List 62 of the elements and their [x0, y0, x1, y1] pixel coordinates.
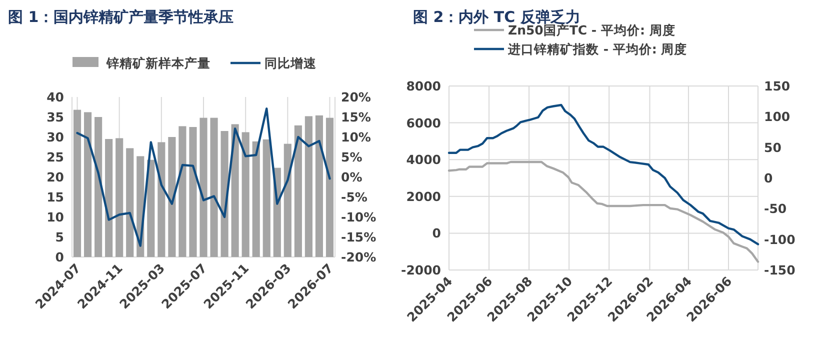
bar: [200, 118, 208, 257]
line-series: [448, 104, 760, 246]
bar: [116, 138, 124, 257]
y2-tick-label: 100: [764, 109, 790, 124]
y-tick-label: 4000: [406, 152, 442, 168]
y-tick-label: 8000: [406, 78, 442, 94]
y2-tick-label: -50: [764, 201, 787, 216]
y2-tick-label: 0%: [341, 170, 363, 184]
bar: [158, 142, 166, 257]
y2-tick-label: 150: [764, 78, 790, 94]
y2-tick-label: -100: [764, 232, 796, 247]
y-tick-label: 0: [55, 250, 64, 264]
bar: [168, 137, 176, 257]
bar: [231, 124, 239, 257]
bar: [294, 125, 302, 257]
y2-tick-label: 50: [764, 140, 782, 155]
bar: [210, 118, 218, 257]
y2-tick-label: 0: [764, 170, 773, 186]
y-tick-label: 25: [46, 150, 64, 164]
bar: [284, 144, 292, 257]
y2-tick-label: -10%: [341, 210, 377, 224]
chart-title: 图 2：内外 TC 反弹乏力: [413, 8, 580, 26]
bar: [220, 131, 228, 257]
line-series: [448, 160, 760, 263]
y-tick-label: -2000: [401, 262, 442, 278]
y-tick-label: 35: [46, 110, 64, 124]
y2-tick-label: 20%: [341, 90, 372, 104]
y2-tick-label: -150: [764, 262, 796, 278]
bar: [242, 132, 250, 257]
y-tick-label: 20: [46, 170, 64, 184]
legend-label: 进口锌精矿指数 - 平均价: 周度: [507, 42, 688, 56]
y2-tick-label: -5%: [341, 190, 368, 204]
bar: [326, 118, 334, 257]
line-series: [76, 108, 331, 247]
y-tick-label: 10: [46, 210, 64, 224]
bar: [252, 141, 260, 257]
y2-tick-label: -20%: [341, 250, 377, 264]
bar: [304, 116, 312, 257]
bar: [73, 110, 82, 257]
bar: [262, 139, 270, 257]
legend-label: 锌精矿新样本产量: [106, 56, 210, 70]
y-tick-label: 5: [55, 230, 64, 244]
bar: [178, 126, 186, 257]
y-tick-label: 15: [46, 190, 64, 204]
y-tick-label: 2000: [406, 188, 442, 204]
y2-tick-label: 10%: [341, 130, 372, 144]
y-tick-label: 0: [432, 226, 442, 241]
y-tick-label: 40: [46, 90, 64, 104]
y2-tick-label: -15%: [341, 230, 377, 244]
bar: [94, 117, 102, 257]
y2-tick-label: 5%: [341, 150, 363, 164]
chart-title: 图 1：国内锌精矿产量季节性承压: [8, 8, 234, 26]
bar: [315, 115, 324, 257]
legend-label: 同比增速: [264, 56, 318, 70]
y-tick-label: 30: [46, 130, 64, 144]
y-tick-label: 6000: [406, 115, 442, 130]
bar: [126, 148, 134, 257]
bar: [105, 139, 113, 257]
bar: [84, 112, 92, 257]
bar: [189, 127, 197, 257]
y2-tick-label: 15%: [341, 110, 372, 124]
bar: [147, 160, 155, 257]
